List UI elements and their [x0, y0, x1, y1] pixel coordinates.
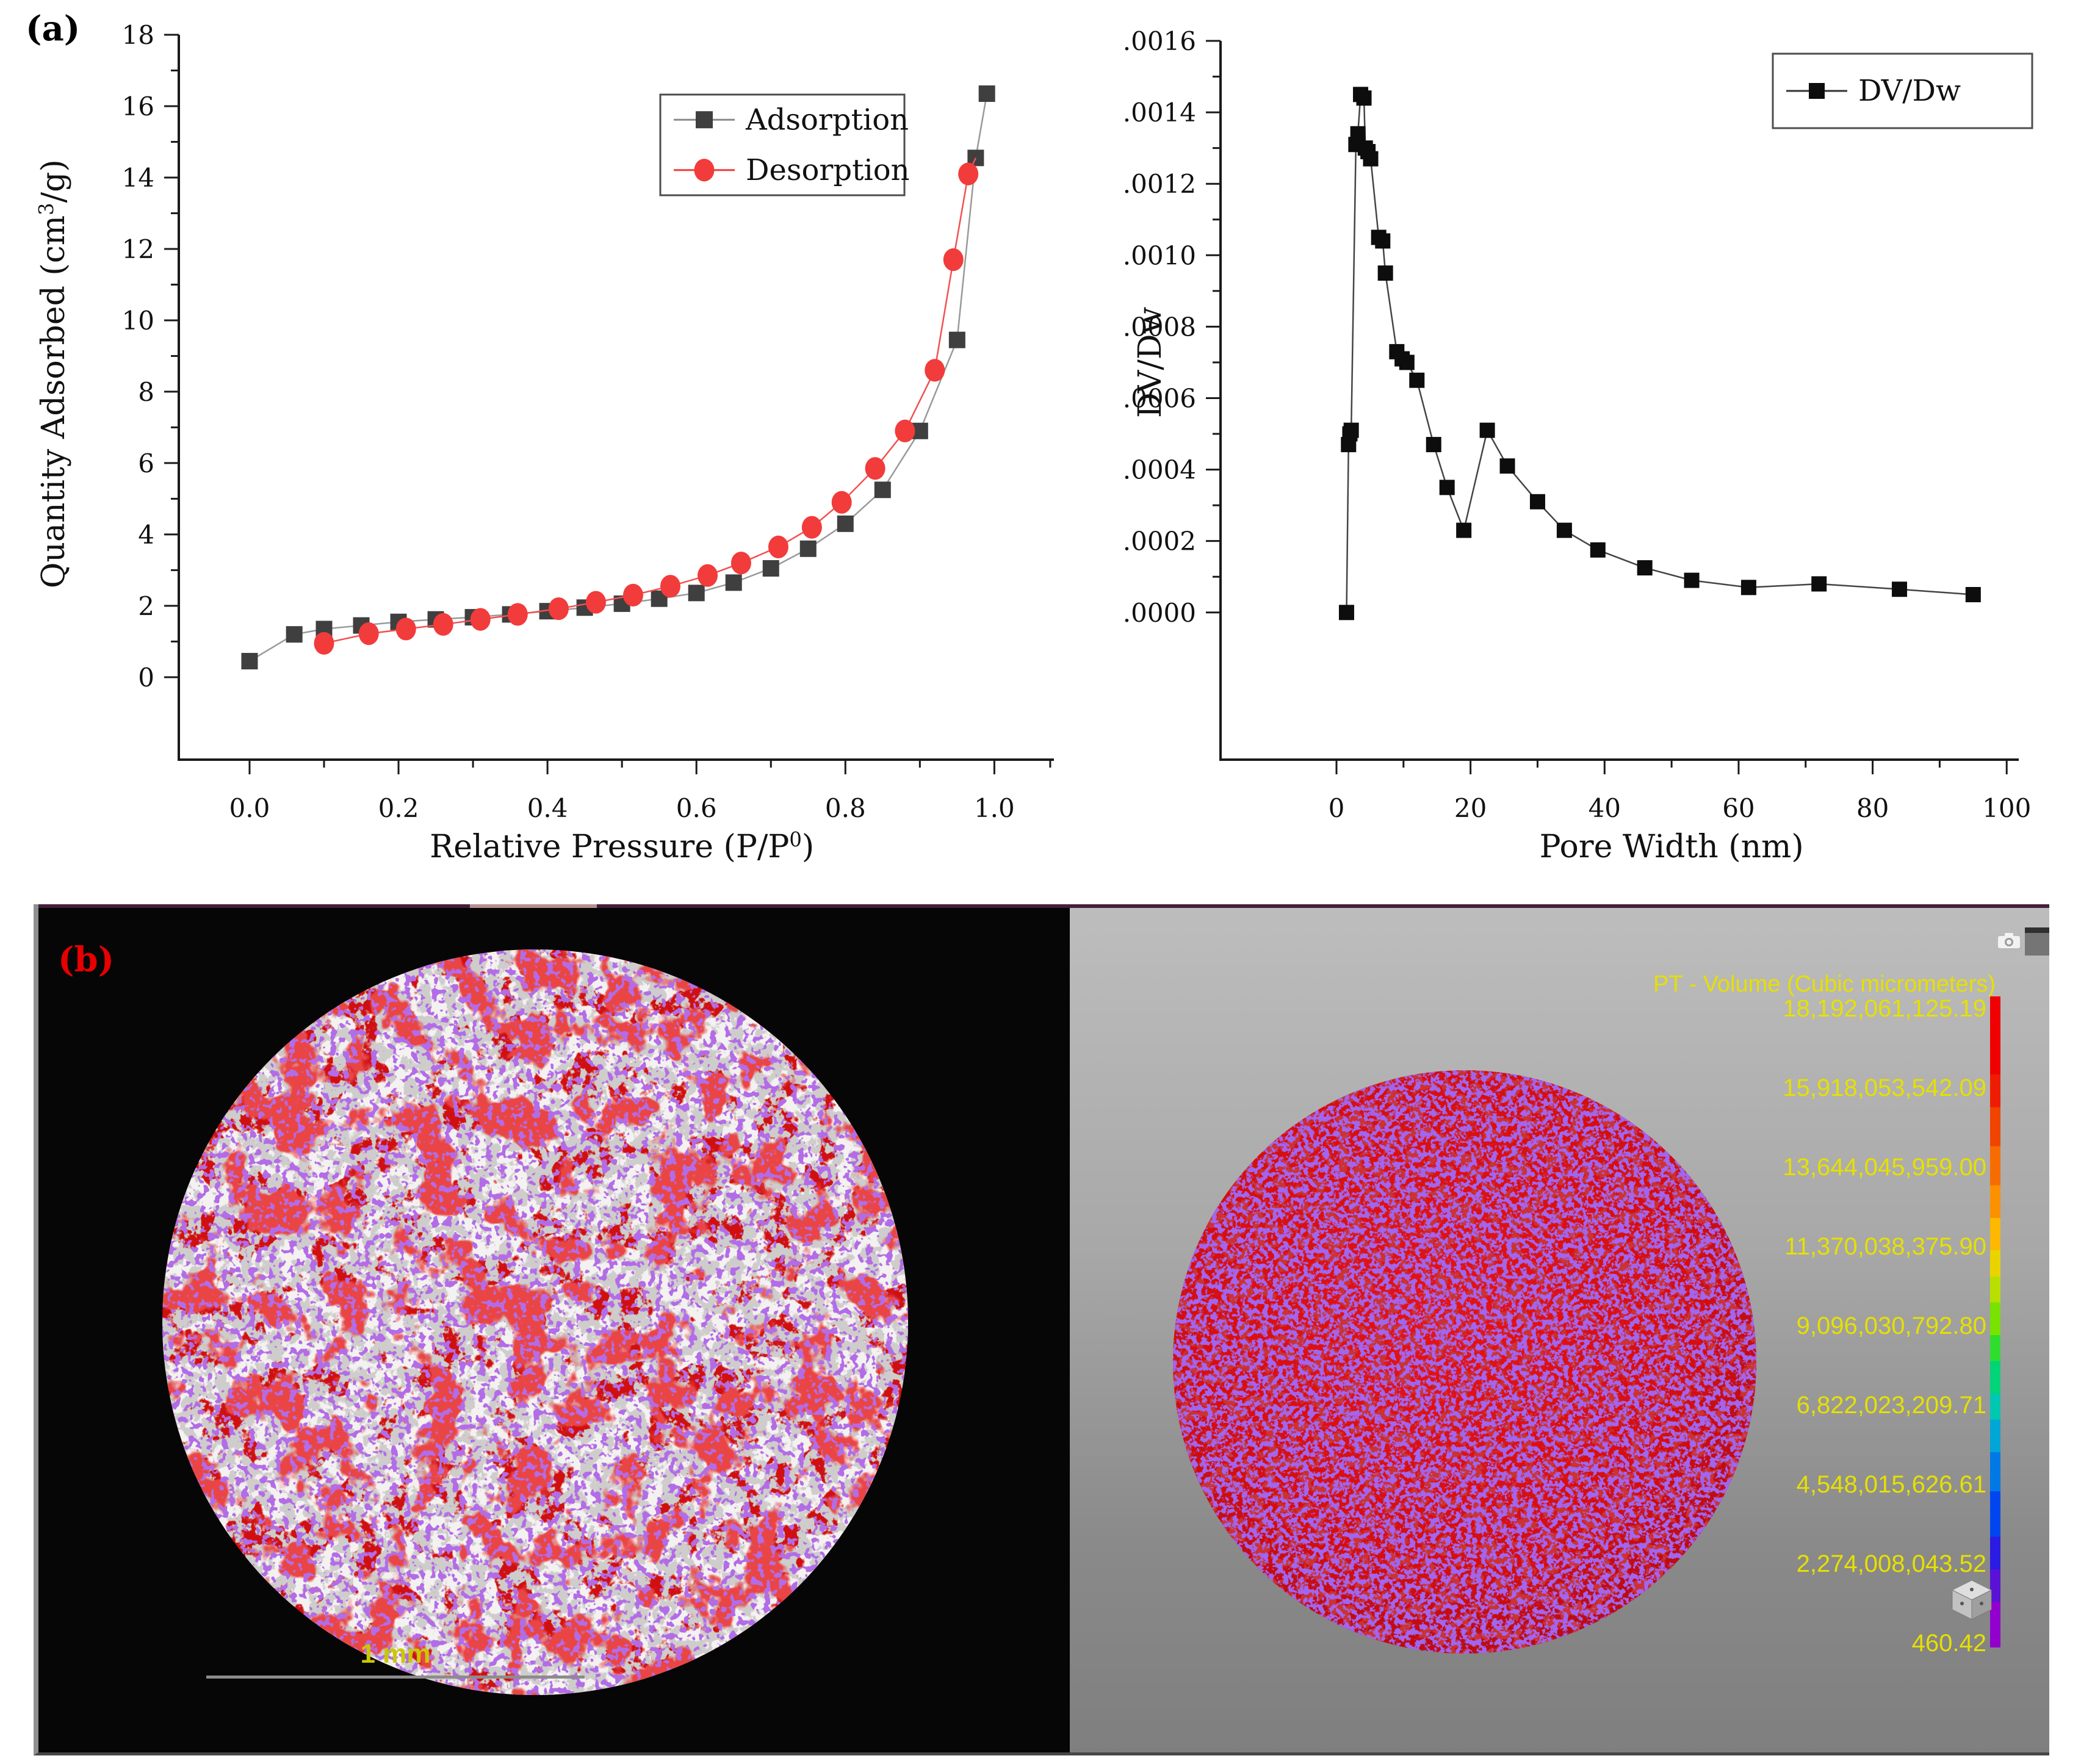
- svg-text:20: 20: [1454, 793, 1487, 823]
- svg-text:0.0004: 0.0004: [1123, 455, 1196, 485]
- svg-text:0.0002: 0.0002: [1123, 527, 1196, 556]
- svg-text:1.0: 1.0: [974, 793, 1015, 823]
- panel-b: (b) 1 mm: [34, 904, 2049, 1755]
- svg-text:0.0014: 0.0014: [1123, 98, 1196, 128]
- scale-bar-label: 1 mm: [360, 1639, 431, 1669]
- panel-a-label: (a): [26, 9, 81, 49]
- svg-text:0: 0: [1329, 793, 1345, 823]
- svg-text:100: 100: [1982, 793, 2031, 823]
- svg-text:80: 80: [1856, 793, 1889, 823]
- panel-b-top-border-highlight: [470, 904, 597, 908]
- svg-text:12: 12: [122, 234, 154, 264]
- colorbar-title: PT - Volume (Cubic micrometers): [1653, 971, 1996, 997]
- svg-text:Quantity Adsorbed (cm3/g): Quantity Adsorbed (cm3/g): [35, 159, 72, 588]
- svg-text:Desorption: Desorption: [746, 153, 910, 187]
- colorbar-value: 2,274,008,043.52: [1796, 1550, 1986, 1577]
- svg-text:0.0012: 0.0012: [1123, 169, 1196, 199]
- panel-b-label: (b): [58, 940, 115, 980]
- panel-a: (a) 0.0 0.2 0.4 0.6 0.8 1.0 0 2 4 6 8 10 12 14 16 18 Rel…: [26, 9, 2033, 865]
- svg-text:0.2: 0.2: [378, 793, 419, 823]
- pore-size-distribution-chart: 0 20 40 60 80 100 0.0000 0.0002 0.0004 0.0006 0.00…: [1123, 26, 2033, 865]
- svg-text:0.6: 0.6: [676, 793, 717, 823]
- svg-text:DV/Dw: DV/Dw: [1132, 307, 1169, 418]
- colorbar-value: 9,096,030,792.80: [1796, 1312, 1986, 1339]
- ct-slice-view: (b) 1 mm: [38, 908, 1070, 1752]
- svg-text:2: 2: [138, 591, 154, 621]
- svg-text:10: 10: [122, 306, 154, 336]
- svg-text:0.0008: 0.0008: [1123, 312, 1196, 342]
- thumbnail-icon[interactable]: [2025, 927, 2049, 956]
- svg-text:Pore Width (nm): Pore Width (nm): [1540, 829, 1804, 865]
- svg-text:60: 60: [1722, 793, 1755, 823]
- svg-text:0.0010: 0.0010: [1123, 240, 1196, 270]
- svg-text:Adsorption: Adsorption: [745, 103, 909, 137]
- svg-text:0.0006: 0.0006: [1123, 383, 1196, 413]
- svg-text:0.8: 0.8: [825, 793, 866, 823]
- colorbar-value: 6,822,023,209.71: [1796, 1392, 1986, 1419]
- ct-slice-image: [162, 949, 908, 1695]
- colorbar-value: 11,370,038,375.90: [1784, 1233, 1986, 1260]
- colorbar-value: 18,192,061,125.19: [1783, 995, 1986, 1022]
- svg-text:8: 8: [138, 377, 154, 407]
- svg-text:14: 14: [122, 163, 154, 193]
- svg-text:4: 4: [138, 520, 154, 550]
- svg-text:40: 40: [1589, 793, 1621, 823]
- svg-text:0.4: 0.4: [527, 793, 568, 823]
- svg-text:0: 0: [138, 663, 154, 693]
- svg-text:0.0: 0.0: [229, 793, 270, 823]
- svg-text:DV/Dw: DV/Dw: [1858, 74, 1961, 108]
- panel-b-top-border: [38, 904, 2049, 908]
- svg-text:6: 6: [138, 448, 154, 478]
- svg-text:0.0000: 0.0000: [1123, 598, 1196, 628]
- orientation-cube-icon[interactable]: [1950, 1578, 1994, 1622]
- colorbar-value: 13,644,045,959.00: [1783, 1154, 1986, 1181]
- scale-bar: [206, 1676, 585, 1679]
- svg-text:Relative Pressure (P/P0): Relative Pressure (P/P0): [430, 828, 814, 865]
- colorbar-value: 4,548,015,626.61: [1796, 1471, 1986, 1498]
- camera-icon[interactable]: [1997, 931, 2021, 949]
- svg-text:16: 16: [122, 92, 154, 121]
- colorbar-value: 460.42: [1911, 1630, 1986, 1657]
- colorbar: [1990, 996, 2000, 1647]
- svg-text:18: 18: [122, 20, 154, 50]
- colorbar-value: 15,918,053,542.09: [1783, 1075, 1986, 1101]
- volume-render-view: PT - Volume (Cubic micrometers) 18,192,0…: [1070, 908, 2049, 1752]
- svg-text:0.0016: 0.0016: [1123, 26, 1196, 56]
- isotherm-chart: 0.0 0.2 0.4 0.6 0.8 1.0 0 2 4 6 8 10 12 14 16 18 Relativ…: [35, 20, 1054, 865]
- sphere-render-image: [1173, 1070, 1756, 1654]
